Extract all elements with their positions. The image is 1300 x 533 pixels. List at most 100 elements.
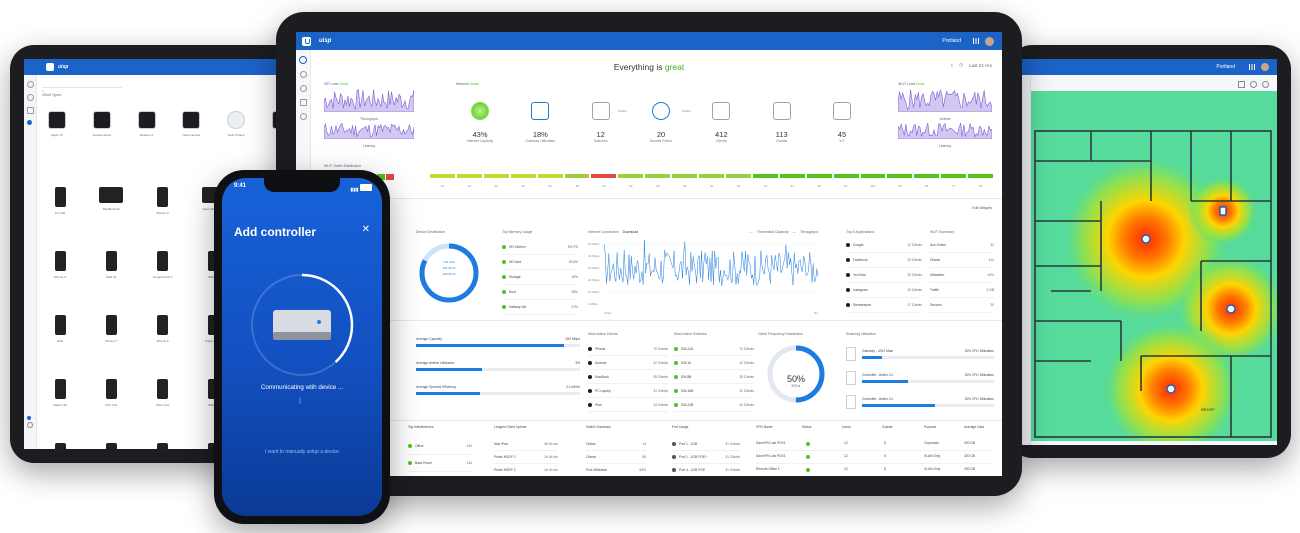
nav-icon-3[interactable]	[27, 107, 34, 114]
list-row[interactable]: MacBook 35 Clients	[588, 370, 668, 384]
network-stat[interactable]: 412 Clients	[697, 102, 745, 143]
layers-icon[interactable]	[1262, 81, 1269, 88]
heatmap[interactable]: RECEP	[1031, 91, 1277, 441]
ap-icon[interactable]	[1226, 304, 1236, 314]
map-icon[interactable]	[300, 113, 307, 120]
list-row[interactable]: SW-16B 31 Clients	[674, 384, 754, 398]
list-row[interactable]: Storage 18%	[502, 270, 578, 285]
nav-icon-active[interactable]	[27, 120, 32, 125]
time-range[interactable]: ⌕ ◷ Last 24 Hrs	[951, 62, 992, 68]
ubiquiti-logo-icon[interactable]	[302, 36, 311, 46]
list-row[interactable]: iPad 24 Clients	[588, 398, 668, 412]
device-tile[interactable]: iPhone 7	[93, 315, 129, 379]
apps-grid-icon[interactable]	[973, 38, 979, 44]
device-tile[interactable]: HTC U11	[93, 379, 129, 443]
home-icon[interactable]	[1238, 81, 1245, 88]
dashboard-icon[interactable]	[299, 56, 307, 64]
list-row[interactable]: Online 14	[586, 438, 646, 451]
device-tile[interactable]: LG V30	[42, 187, 78, 251]
device-tile[interactable]: Galaxy S9	[42, 379, 78, 443]
list-row[interactable]: Traffic 3 GB	[930, 283, 994, 298]
stats-icon[interactable]	[300, 99, 307, 106]
list-row[interactable]: Port 4 - 1GB POE 31 Clients	[672, 464, 740, 476]
list-row[interactable]: Instagram 19 Clients	[846, 283, 922, 298]
ap-icon[interactable]	[1219, 206, 1227, 216]
avatar[interactable]	[985, 36, 994, 46]
vpn-row[interactable]: SanrVPN Lab PDX1 12 5 Corporate 320 GB	[756, 438, 994, 451]
network-stat[interactable]: 18% Gateway Utilization	[516, 102, 564, 143]
list-row[interactable]: Pixels HSDP 2 2d 4h 4m	[494, 451, 558, 464]
search-input[interactable]: ⌕	[42, 79, 122, 93]
list-row[interactable]: Office 144	[408, 438, 472, 455]
device-tile[interactable]: iPhone 8	[196, 379, 232, 443]
device-tile[interactable]: Polycom VVX	[196, 315, 232, 379]
list-row[interactable]: SW-24B 24 Clients	[674, 398, 754, 412]
refresh-icon[interactable]	[1250, 81, 1257, 88]
device-tile[interactable]	[42, 443, 78, 449]
device-tile[interactable]	[196, 443, 232, 449]
device-tile[interactable]: MacBook Air	[93, 187, 129, 251]
clients-icon[interactable]	[300, 85, 307, 92]
list-row[interactable]: Port Utilization 54%	[586, 464, 646, 476]
list-row[interactable]: HD Acre 25.6%	[502, 255, 578, 270]
list-row[interactable]: Hallway Wir 21%	[502, 300, 578, 315]
device-tile[interactable]: Ecobee 3	[132, 111, 162, 137]
vpn-row[interactable]: SanrVPN Lab PDX1 12 5 VLAN Only 320 GB	[756, 451, 994, 464]
list-row[interactable]: Port 1 - 1GB 31 Clients	[672, 438, 740, 451]
ap-icon[interactable]	[1141, 234, 1151, 244]
list-row[interactable]: Clients 412	[930, 253, 994, 268]
device-tile[interactable]: iPhone X	[42, 251, 78, 315]
device-tile[interactable]: Amazon Echo	[87, 111, 117, 137]
apps-grid-icon[interactable]	[1249, 64, 1255, 70]
device-tile[interactable]: Nest Camera	[176, 111, 206, 137]
network-stat[interactable]: 45 IoT	[818, 102, 866, 143]
list-row[interactable]: iPhone 70 Clients	[588, 342, 668, 356]
list-row[interactable]: Facebook 20 Clients	[846, 253, 922, 268]
device-tile[interactable]: iPad	[42, 315, 78, 379]
device-tile[interactable]: Nest Protect	[221, 111, 251, 137]
list-row[interactable]: Ave Online 32	[930, 238, 994, 253]
device-tile[interactable]: iPhone 6	[145, 315, 181, 379]
device-tile[interactable]: Google Pixel 2	[145, 251, 181, 315]
list-row[interactable]: SW-24A 70 Clients	[674, 342, 754, 356]
list-row[interactable]: Android 42 Clients	[588, 356, 668, 370]
search-icon[interactable]: ⌕	[950, 62, 954, 68]
manual-setup-link[interactable]: I want to manually setup a device	[265, 449, 339, 455]
device-tile[interactable]	[145, 443, 181, 449]
network-stat[interactable]: 113 Guests	[758, 102, 806, 143]
nav-icon-2[interactable]	[27, 94, 34, 101]
network-stat[interactable]: 43% Internet Capacity	[456, 102, 504, 143]
list-row[interactable]: Mac iPad 3d 4h 4m	[494, 438, 558, 451]
list-row[interactable]: Port 1 - 1GB POE+ 31 Clients	[672, 451, 740, 464]
list-row[interactable]: SW-8B 35 Clients	[674, 370, 754, 384]
network-stat[interactable]: 12 Switches	[577, 102, 625, 143]
device-tile[interactable]	[93, 443, 129, 449]
list-row[interactable]: HD Kitchen 5% PS	[502, 240, 578, 255]
list-row[interactable]: Pixels HSDP 2 2d 4h 4m	[494, 464, 558, 476]
range-select[interactable]: Last 24 Hrs	[968, 62, 992, 68]
vpn-row[interactable]: Remote Office 1 12 5 VLAN Only 320 GB	[756, 464, 994, 476]
device-tile[interactable]: iPhone 8	[196, 251, 232, 315]
list-row[interactable]: Clients 85	[586, 451, 646, 464]
devices-icon[interactable]	[300, 71, 307, 78]
mode-select[interactable]: Download	[622, 230, 639, 234]
nav-icon-1[interactable]	[27, 81, 34, 88]
close-icon[interactable]: ✕	[361, 224, 370, 235]
ap-icon[interactable]	[1166, 384, 1176, 394]
list-row[interactable]: PC Laptop 31 Clients	[588, 384, 668, 398]
list-row[interactable]: Devices 20	[930, 298, 994, 313]
list-row[interactable]: Roof 28%	[502, 285, 578, 300]
settings-icon[interactable]	[27, 422, 33, 428]
list-row[interactable]: Google 12 Clients	[846, 238, 922, 253]
device-tile[interactable]: iPad Air	[93, 251, 129, 315]
network-stat[interactable]: 20 Access Points	[637, 102, 685, 143]
list-row[interactable]: Steamreport 17 Clients	[846, 298, 922, 313]
notification-icon[interactable]	[27, 416, 31, 420]
list-row[interactable]: YouTube 20 Clients	[846, 268, 922, 283]
device-tile[interactable]: iPhone X	[145, 187, 181, 251]
list-row[interactable]: Utilization 44%	[930, 268, 994, 283]
avatar[interactable]	[1261, 63, 1269, 71]
edit-widgets-button[interactable]: Edit Widgets	[972, 206, 992, 210]
list-row[interactable]: SW-16 42 Clients	[674, 356, 754, 370]
